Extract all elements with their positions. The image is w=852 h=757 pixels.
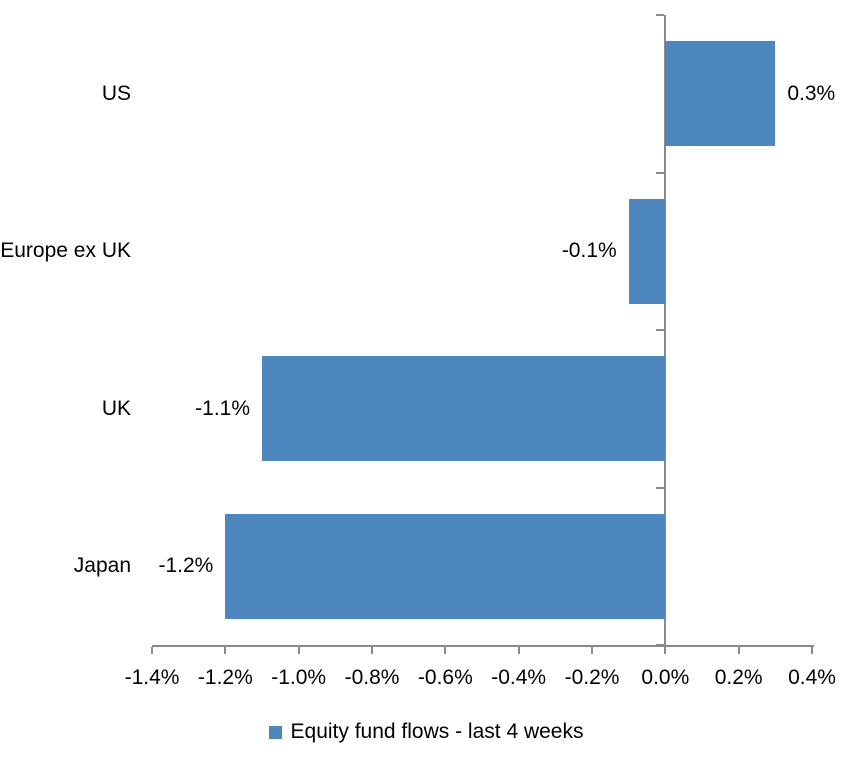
x-axis-tick — [224, 647, 227, 654]
y-axis-tick — [656, 14, 665, 16]
value-label-uk: -1.1% — [195, 396, 250, 420]
legend-label: Equity fund flows - last 4 weeks — [290, 720, 584, 743]
y-axis-tick — [656, 171, 665, 174]
x-axis-tick — [737, 647, 740, 654]
x-axis-line — [152, 645, 814, 647]
legend-marker-icon — [268, 725, 282, 739]
category-label-uk: UK — [101, 396, 131, 420]
x-axis-tick-label: 0.2% — [714, 666, 763, 689]
category-label-japan: Japan — [73, 554, 131, 578]
x-axis-tick — [811, 647, 813, 654]
x-axis-tick — [371, 647, 373, 654]
x-axis-tick-label: -0.8% — [344, 666, 400, 689]
x-axis-tick-label: 0.4% — [788, 666, 836, 689]
x-axis-tick-label: -0.4% — [491, 666, 547, 689]
x-axis-tick — [297, 647, 300, 654]
x-axis-tick-label: -1.4% — [124, 666, 180, 689]
y-axis-tick — [656, 486, 665, 489]
bar-europe-ex-uk — [628, 198, 666, 304]
chart-legend: Equity fund flows - last 4 weeks — [0, 720, 852, 744]
value-label-japan: -1.2% — [158, 554, 214, 578]
x-axis-tick — [444, 647, 447, 654]
x-axis-tick-label: -1.0% — [271, 666, 327, 689]
x-axis-tick — [517, 647, 520, 654]
category-label-us: US — [101, 81, 131, 105]
bar-uk — [262, 356, 666, 462]
value-label-us: 0.3% — [787, 81, 836, 105]
y-axis-tick — [656, 644, 665, 646]
x-axis-tick-label: -0.6% — [417, 666, 473, 689]
category-label-europe-ex-uk: Europe ex UK — [0, 239, 131, 263]
x-axis-tick — [664, 647, 667, 654]
x-axis-tick-label: -0.2% — [564, 666, 620, 689]
x-axis-tick-label: 0.0% — [641, 666, 690, 689]
x-axis-tick — [151, 647, 153, 654]
x-axis-tick — [591, 647, 593, 654]
bar-us — [665, 41, 776, 147]
value-label-europe-ex-uk: -0.1% — [561, 239, 617, 263]
y-axis-tick — [656, 329, 665, 331]
zero-axis-line — [664, 15, 667, 645]
x-axis-tick-label: -1.2% — [197, 666, 253, 689]
bar-japan — [225, 513, 666, 619]
